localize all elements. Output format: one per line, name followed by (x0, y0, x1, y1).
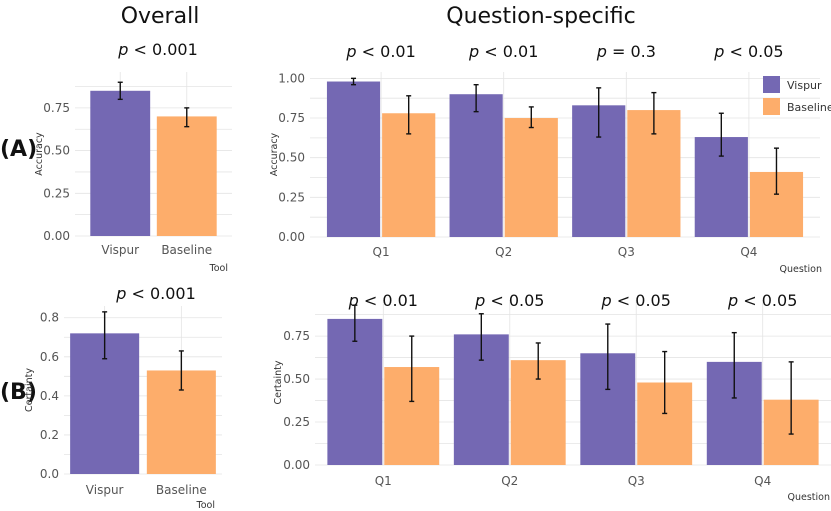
chart-b_overall-pvalue: p < 0.001 (115, 284, 196, 303)
chart-b_question-bar-q4-baseline-errorbar (788, 361, 794, 435)
chart-a_question-bar-q1-vispur (326, 81, 381, 238)
chart-a_question-legend-swatch-baseline (763, 98, 780, 115)
chart-a_overall-xtick-vispur: Vispur (101, 243, 139, 257)
chart-a_question-legend-label-baseline: Baseline (787, 101, 831, 114)
chart-b_overall-xlabel: Tool (196, 500, 215, 511)
chart-b_overall-ylabel: Certainty (24, 368, 35, 412)
chart-a_question-bar-q4-baseline-errorbar (773, 147, 779, 195)
chart-a_question-xtick-q1: Q1 (373, 245, 390, 259)
chart-b_question-xlabel: Question (788, 492, 831, 503)
chart-b_question-xtick-q2: Q2 (501, 474, 518, 488)
chart-a_question-xtick-q2: Q2 (495, 245, 512, 259)
chart-a_question-bar-q2-baseline-errorbar (528, 106, 534, 129)
chart-b_overall-xtick-baseline: Baseline (156, 483, 207, 497)
chart-b_question-bar-q2-baseline-errorbar (535, 342, 541, 380)
chart-b_question-bar-q1-vispur-errorbar (352, 304, 358, 342)
chart-a_overall-ylabel: Accuracy (34, 132, 45, 176)
chart-a_question-bar-q1-vispur-errorbar (351, 77, 357, 86)
chart-b_question-ylabel: Certainty (273, 360, 284, 404)
chart-a_question-bar-q2-vispur (449, 94, 503, 237)
chart-a_overall-ytick-label: 0.00 (43, 229, 70, 243)
chart-b_question-pvalue-q1: p < 0.01 (348, 291, 418, 310)
chart-a_question-pvalue-q2: p < 0.01 (468, 42, 538, 61)
chart-a_question-bar-q3-vispur-errorbar (596, 87, 602, 138)
chart-a_question-bar-q1-baseline-errorbar (406, 95, 412, 135)
chart-b_question-ytick-label: 0.25 (283, 415, 310, 429)
chart-a_question-legend-label-vispur: Vispur (787, 79, 822, 92)
chart-a_overall-pvalue: p < 0.001 (117, 40, 198, 59)
chart-b_overall-ytick-label: 0.2 (40, 428, 59, 442)
chart-b_question-ytick-label: 0.00 (283, 458, 310, 472)
chart-a_question-bar-q4-vispur-errorbar (718, 112, 724, 157)
chart-a_overall-ytick-label: 0.50 (43, 144, 70, 158)
chart-a_question-xlabel: Question (780, 264, 823, 275)
row-label-b: (B) (0, 380, 37, 405)
chart-b_question-bar-q1-vispur (327, 318, 383, 465)
chart-a_question-pvalue-q4: p < 0.05 (713, 42, 783, 61)
chart-a_question-pvalue-q3: p = 0.3 (596, 42, 656, 61)
chart-a_question-ylabel: Accuracy (269, 132, 280, 176)
chart-a_question-ytick-label: 0.75 (278, 111, 305, 125)
chart-a_question-xtick-q3: Q3 (618, 245, 635, 259)
chart-a_question-ytick-label: 0.50 (278, 151, 305, 165)
chart-b_question-pvalue-q3: p < 0.05 (601, 291, 671, 310)
chart-b_overall-ytick-label: 0.4 (40, 389, 59, 403)
chart-b_question-bar-q4-vispur-errorbar (731, 331, 737, 399)
chart-b_question-xtick-q3: Q3 (628, 474, 645, 488)
chart-b_question-bar-q3-baseline-errorbar (662, 350, 668, 415)
chart-a_overall-bar-vispur (90, 90, 151, 237)
chart-a_overall-ytick-label: 0.25 (43, 186, 70, 200)
chart-a_overall-bar-baseline (156, 116, 217, 236)
chart-a_overall-bar-baseline-errorbar (184, 107, 190, 128)
chart-b_question-pvalue-q4: p < 0.05 (727, 291, 797, 310)
chart-a_question-ytick-label: 1.00 (278, 71, 305, 85)
panel-a-question: 0.00 0.25 0.50 0.75 1.00 Accuracy Question p < … (269, 42, 831, 275)
row-label-a: (A) (0, 137, 37, 162)
chart-a_question-bar-q2-vispur-errorbar (473, 83, 479, 113)
panel-a-overall: 0.00 0.25 0.50 0.75 Accuracy Tool p < 0.001 Vis… (34, 40, 232, 274)
chart-b_overall-ytick-label: 0.6 (40, 350, 59, 364)
chart-a_question-ytick-label: 0.25 (278, 190, 305, 204)
col-title-overall: Overall (121, 4, 200, 29)
chart-b_overall-bar-baseline-errorbar (178, 350, 184, 391)
chart-b_overall-ytick-label: 0.8 (40, 311, 59, 325)
chart-b_question-ytick-label: 0.50 (283, 372, 310, 386)
chart-a_question-ytick-label: 0.00 (278, 230, 305, 244)
chart-a_question-legend: Vispur Baseline (763, 76, 831, 115)
chart-a_question-xtick-q4: Q4 (740, 245, 757, 259)
col-title-question-specific: Question-specific (446, 4, 635, 29)
chart-a_question-bar-q3-baseline-errorbar (651, 91, 657, 135)
chart-a_question-legend-swatch-vispur (763, 76, 780, 93)
panel-b-question: 0.00 0.25 0.50 0.75 Certainty Question p < 0.0… (273, 291, 831, 503)
chart-b_overall-ytick-label: 0.0 (40, 467, 59, 481)
chart-b_question-xtick-q1: Q1 (375, 474, 392, 488)
chart-b_question-pvalue-q2: p < 0.05 (474, 291, 544, 310)
chart-b_overall-bar-vispur-errorbar (102, 311, 108, 360)
chart-a_question-pvalue-q1: p < 0.01 (345, 42, 415, 61)
chart-a_overall-xlabel: Tool (209, 263, 228, 274)
chart-a_overall-bar-vispur-errorbar (117, 81, 123, 101)
chart-b_question-ytick-label: 0.75 (283, 329, 310, 343)
chart-a_overall-xtick-baseline: Baseline (161, 243, 212, 257)
chart-b_question-xtick-q4: Q4 (754, 474, 771, 488)
chart-b_question-bar-q2-vispur-errorbar (478, 313, 484, 361)
chart-a_overall-ytick-label: 0.75 (43, 101, 70, 115)
chart-b_question-bar-q3-vispur-errorbar (605, 323, 611, 391)
chart-b_overall-xtick-vispur: Vispur (86, 483, 124, 497)
chart-a_question-bar-q2-baseline (504, 118, 558, 237)
panel-b-overall: 0.0 0.2 0.4 0.6 0.8 Certainty Tool p < 0.001 Vis… (24, 284, 222, 511)
chart-b_question-bar-q1-baseline-errorbar (409, 335, 415, 403)
